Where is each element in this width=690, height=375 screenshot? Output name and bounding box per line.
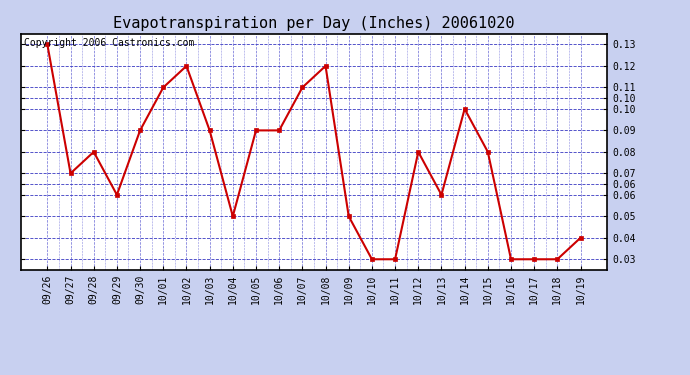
Text: Copyright 2006 Castronics.com: Copyright 2006 Castronics.com	[23, 39, 194, 48]
Title: Evapotranspiration per Day (Inches) 20061020: Evapotranspiration per Day (Inches) 2006…	[113, 16, 515, 31]
